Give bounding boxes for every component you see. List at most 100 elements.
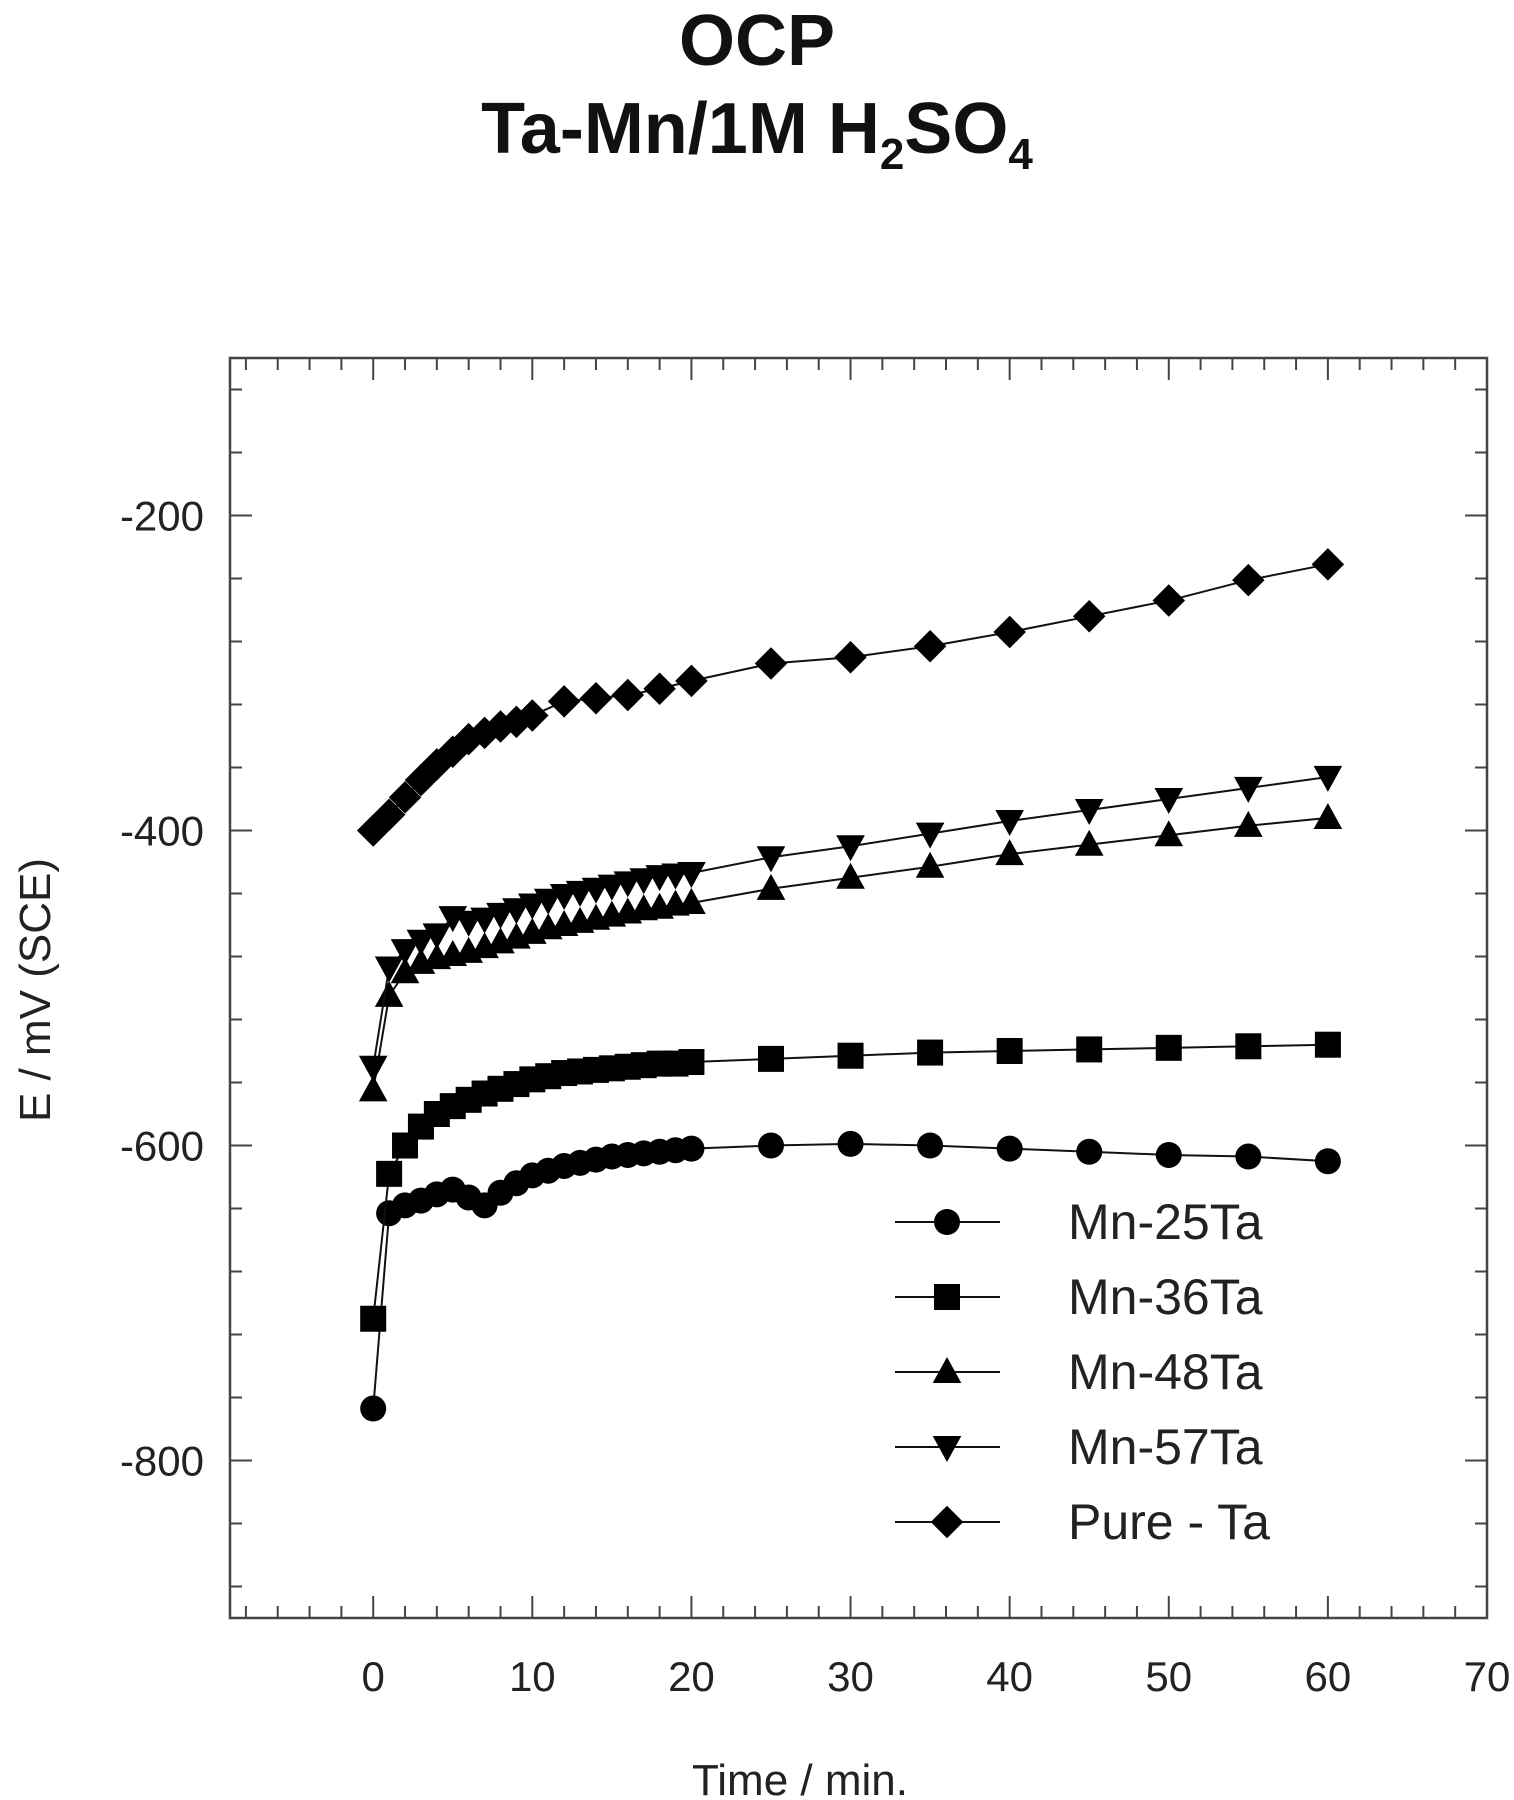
data-point-pure-ta (1232, 563, 1265, 597)
data-point-mn-48ta (915, 851, 945, 878)
data-point-mn-48ta (756, 873, 786, 900)
data-point-mn-48ta (1234, 810, 1263, 837)
data-point-mn-57ta (1074, 798, 1104, 825)
data-point-mn-57ta (756, 846, 786, 873)
data-point-pure-ta (1311, 548, 1345, 581)
data-point-pure-ta (993, 615, 1026, 649)
series-pure-ta (356, 548, 1345, 847)
data-point-mn-57ta (1234, 776, 1263, 803)
chart-title-line2: Ta-Mn/1M H2SO4 (0, 88, 1514, 180)
data-point-mn-57ta (390, 939, 420, 966)
chart-title-line1: OCP (678, 1, 836, 81)
series-mn-48ta (358, 802, 1343, 1102)
x-tick-label: 40 (986, 1653, 1033, 1700)
data-point-mn-57ta (518, 893, 547, 920)
data-point-mn-57ta (995, 810, 1024, 836)
data-point-mn-36ta (1235, 1033, 1262, 1060)
title-part-main: Ta-Mn/1M H (481, 89, 880, 169)
data-point-pure-ta (547, 685, 581, 718)
data-point-mn-57ta (677, 861, 706, 888)
data-point-pure-ta (516, 699, 549, 732)
data-point-pure-ta (913, 629, 947, 663)
data-point-mn-48ta (1313, 802, 1343, 829)
data-point-mn-36ta (360, 1305, 387, 1332)
data-point-mn-25ta (996, 1135, 1023, 1162)
legend-marker-mn-57ta (932, 1435, 962, 1462)
data-point-mn-25ta (678, 1135, 705, 1162)
data-point-mn-48ta (1154, 820, 1184, 847)
legend-marker-mn-36ta (934, 1284, 960, 1310)
title-subscript-2: 4 (1008, 130, 1033, 179)
x-tick-label: 10 (509, 1653, 556, 1700)
data-point-mn-36ta (996, 1038, 1023, 1064)
y-tick-label: -400 (120, 808, 204, 855)
data-point-mn-48ta (374, 980, 404, 1007)
x-tick-label: 20 (668, 1653, 715, 1700)
data-point-mn-25ta (1076, 1138, 1103, 1165)
series-mn-36ta (360, 1031, 1341, 1332)
data-point-mn-36ta (1155, 1034, 1182, 1061)
legend-marker-mn-25ta (934, 1209, 960, 1235)
data-point-mn-57ta (502, 898, 531, 925)
data-point-pure-ta (675, 664, 708, 698)
data-point-pure-ta (754, 647, 788, 680)
data-point-pure-ta (834, 641, 867, 674)
data-point-mn-57ta (1313, 765, 1343, 792)
x-tick-label: 60 (1305, 1653, 1352, 1700)
y-axis-title: E / mV (SCE) (11, 858, 60, 1122)
axis-tick-labels: 0 10 20 30 40 50 60 70 -200 -400 -600 -800 (120, 493, 1510, 1701)
legend-label-mn-25ta: Mn-25Ta (1068, 1194, 1263, 1250)
title-subscript-1: 2 (879, 130, 905, 179)
y-tick-label: -200 (120, 493, 204, 540)
data-point-mn-57ta (486, 902, 515, 929)
data-point-mn-48ta (390, 957, 420, 984)
data-point-pure-ta (388, 781, 422, 814)
x-tick-label: 70 (1464, 1653, 1511, 1700)
data-point-mn-48ta (358, 1075, 388, 1102)
data-point-mn-57ta (470, 907, 499, 934)
data-point-mn-57ta (374, 956, 404, 983)
data-point-mn-57ta (422, 923, 452, 950)
data-point-mn-36ta (757, 1045, 784, 1072)
data-point-mn-57ta (836, 835, 865, 862)
series-mn-25ta (360, 1130, 1341, 1422)
series-line-pure-ta (372, 563, 1329, 832)
data-point-mn-25ta (917, 1132, 944, 1159)
data-point-mn-57ta (915, 822, 945, 849)
legend-marker-mn-48ta (932, 1357, 962, 1384)
data-point-mn-48ta (1074, 829, 1104, 856)
legend-marker-pure-ta (930, 1505, 964, 1539)
data-point-mn-25ta (1235, 1143, 1262, 1170)
y-tick-label: -600 (120, 1123, 204, 1170)
legend-label-mn-57ta: Mn-57Ta (1068, 1419, 1263, 1475)
data-point-pure-ta (1152, 584, 1186, 617)
data-point-pure-ta (1072, 600, 1106, 633)
data-point-mn-36ta (1314, 1031, 1341, 1058)
series-layer (356, 548, 1345, 1422)
data-point-mn-36ta (917, 1039, 944, 1066)
data-point-mn-36ta (376, 1160, 403, 1187)
x-tick-label: 0 (362, 1653, 385, 1700)
data-point-pure-ta (643, 672, 676, 705)
y-tick-label: -800 (120, 1438, 204, 1485)
title-part-mid: SO (904, 89, 1009, 169)
plot-frame (228, 356, 1489, 1620)
x-axis-title: Time / min. (692, 1756, 908, 1800)
legend-item-mn-57ta: Mn-57Ta (895, 1419, 1263, 1475)
legend-item-pure-ta: Pure - Ta (895, 1494, 1270, 1550)
x-tick-label: 30 (827, 1653, 874, 1700)
legend-item-mn-36ta: Mn-36Ta (895, 1269, 1263, 1325)
data-point-mn-48ta (677, 888, 706, 914)
data-point-mn-25ta (360, 1395, 387, 1422)
legend-item-mn-48ta: Mn-48Ta (895, 1344, 1263, 1400)
data-point-mn-57ta (533, 888, 563, 915)
legend-item-mn-25ta: Mn-25Ta (895, 1194, 1263, 1250)
data-point-pure-ta (579, 681, 613, 715)
legend-label-mn-48ta: Mn-48Ta (1068, 1344, 1263, 1400)
data-point-pure-ta (611, 678, 645, 712)
data-point-mn-57ta (358, 1055, 388, 1082)
legend-label-pure-ta: Pure - Ta (1068, 1494, 1270, 1550)
data-point-mn-36ta (1076, 1036, 1103, 1063)
data-point-mn-25ta (1155, 1141, 1182, 1168)
x-tick-label: 50 (1145, 1653, 1192, 1700)
